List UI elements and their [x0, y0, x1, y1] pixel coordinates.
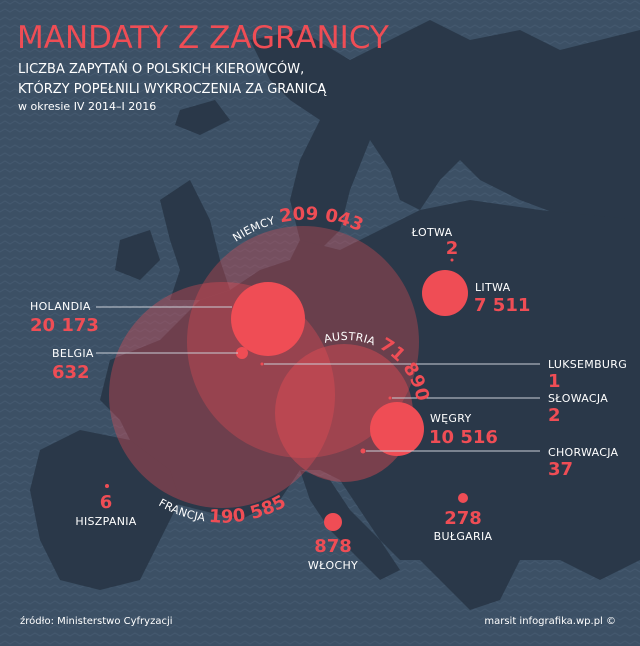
label-lotwa: ŁOTWA — [411, 226, 453, 239]
label-wlochy: WŁOCHY — [308, 559, 358, 572]
label-litwa: LITWA — [475, 281, 511, 294]
value-chorwacja: 37 — [548, 459, 573, 480]
bubbles — [105, 226, 468, 531]
bubble-wegry — [370, 402, 424, 456]
bubble-holandia — [231, 282, 305, 356]
great-britain — [160, 180, 230, 300]
label-slowacja: SŁOWACJA — [548, 392, 608, 405]
italy — [300, 470, 400, 580]
label-luksemburg: LUKSEMBURG — [548, 358, 627, 371]
scandinavia — [250, 20, 640, 250]
bubble-belgia — [236, 347, 248, 359]
label-belgia: BELGIA — [52, 347, 94, 360]
bubble-slowacja — [388, 396, 392, 400]
value-lotwa: 2 — [446, 238, 459, 259]
page-title: MANDATY Z ZAGRANICY — [17, 20, 389, 56]
subtitle-line2: KTÓRZY POPEŁNILI WYKROCZENIA ZA GRANICĄ — [18, 81, 327, 97]
ireland — [115, 230, 160, 280]
value-hiszpania: 6 — [100, 492, 113, 513]
label-bulgaria: BUŁGARIA — [434, 530, 493, 543]
value-belgia: 632 — [52, 362, 90, 383]
label-holandia: HOLANDIA — [30, 300, 91, 313]
value-wegry: 10 516 — [429, 427, 498, 448]
credit: marsit infografika.wp.pl © — [484, 616, 616, 627]
bubble-luksemburg — [260, 362, 264, 366]
land — [30, 20, 640, 610]
subtitle-line1: LICZBA ZAPYTAŃ O POLSKICH KIEROWCÓW, — [18, 61, 304, 77]
label-wegry: WĘGRY — [430, 412, 472, 425]
label-hiszpania: HISZPANIA — [75, 515, 136, 528]
period: w okresie IV 2014–I 2016 — [18, 100, 156, 113]
value-litwa: 7 511 — [474, 295, 530, 316]
value-luksemburg: 1 — [548, 371, 561, 392]
bubble-bulgaria — [458, 493, 468, 503]
bubble-wlochy — [324, 513, 342, 531]
value-slowacja: 2 — [548, 405, 561, 426]
iceland-hint — [175, 100, 230, 135]
source-note: źródło: Ministerstwo Cyfryzacji — [20, 615, 173, 627]
value-holandia: 20 173 — [30, 315, 99, 336]
bubble-litwa — [422, 270, 468, 316]
value-bulgaria: 278 — [444, 508, 482, 529]
bubble-hiszpania — [105, 484, 109, 488]
leader-lines — [96, 306, 540, 452]
iberia — [30, 430, 180, 590]
bubble-lotwa — [450, 258, 454, 262]
value-wlochy: 878 — [314, 536, 352, 557]
bubble-chorwacja — [360, 448, 366, 454]
label-chorwacja: CHORWACJA — [548, 446, 619, 459]
bubble-niemcy — [187, 226, 419, 458]
